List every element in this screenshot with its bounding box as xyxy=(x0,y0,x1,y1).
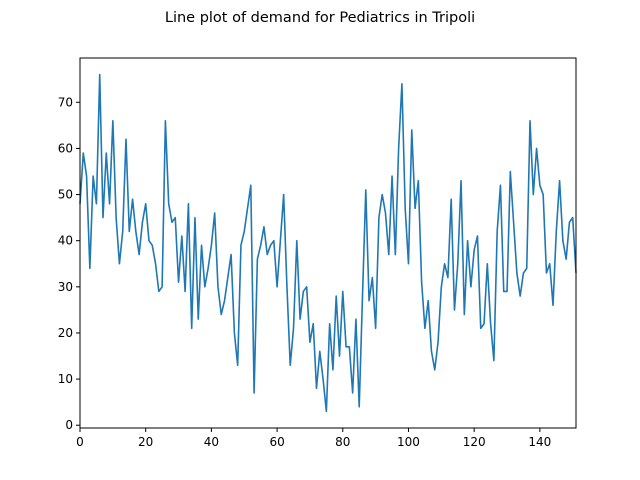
x-tick-label: 80 xyxy=(335,435,350,449)
y-tick-label: 40 xyxy=(58,234,73,248)
y-tick-label: 70 xyxy=(58,95,73,109)
y-tick-label: 10 xyxy=(58,372,73,386)
y-tick-label: 50 xyxy=(58,188,73,202)
x-axis-ticks: 0 20 40 60 80 100 120 140 xyxy=(76,428,551,449)
x-tick-label: 0 xyxy=(76,435,84,449)
x-tick-label: 100 xyxy=(397,435,420,449)
axes-frame xyxy=(79,57,577,429)
y-tick-label: 0 xyxy=(65,418,73,432)
x-tick-label: 120 xyxy=(463,435,486,449)
y-tick-label: 60 xyxy=(58,141,73,155)
y-tick-label: 20 xyxy=(58,326,73,340)
x-tick-label: 140 xyxy=(528,435,551,449)
x-tick-label: 60 xyxy=(269,435,284,449)
y-axis-ticks: 0 10 20 30 40 50 60 70 xyxy=(58,95,80,432)
plot-area xyxy=(79,73,577,413)
axes xyxy=(79,57,577,429)
x-tick-label: 20 xyxy=(138,435,153,449)
chart-title: Line plot of demand for Pediatrics in Tr… xyxy=(165,10,475,26)
x-tick-label: 40 xyxy=(204,435,219,449)
y-tick-label: 30 xyxy=(58,280,73,294)
series-line-0 xyxy=(79,73,577,413)
